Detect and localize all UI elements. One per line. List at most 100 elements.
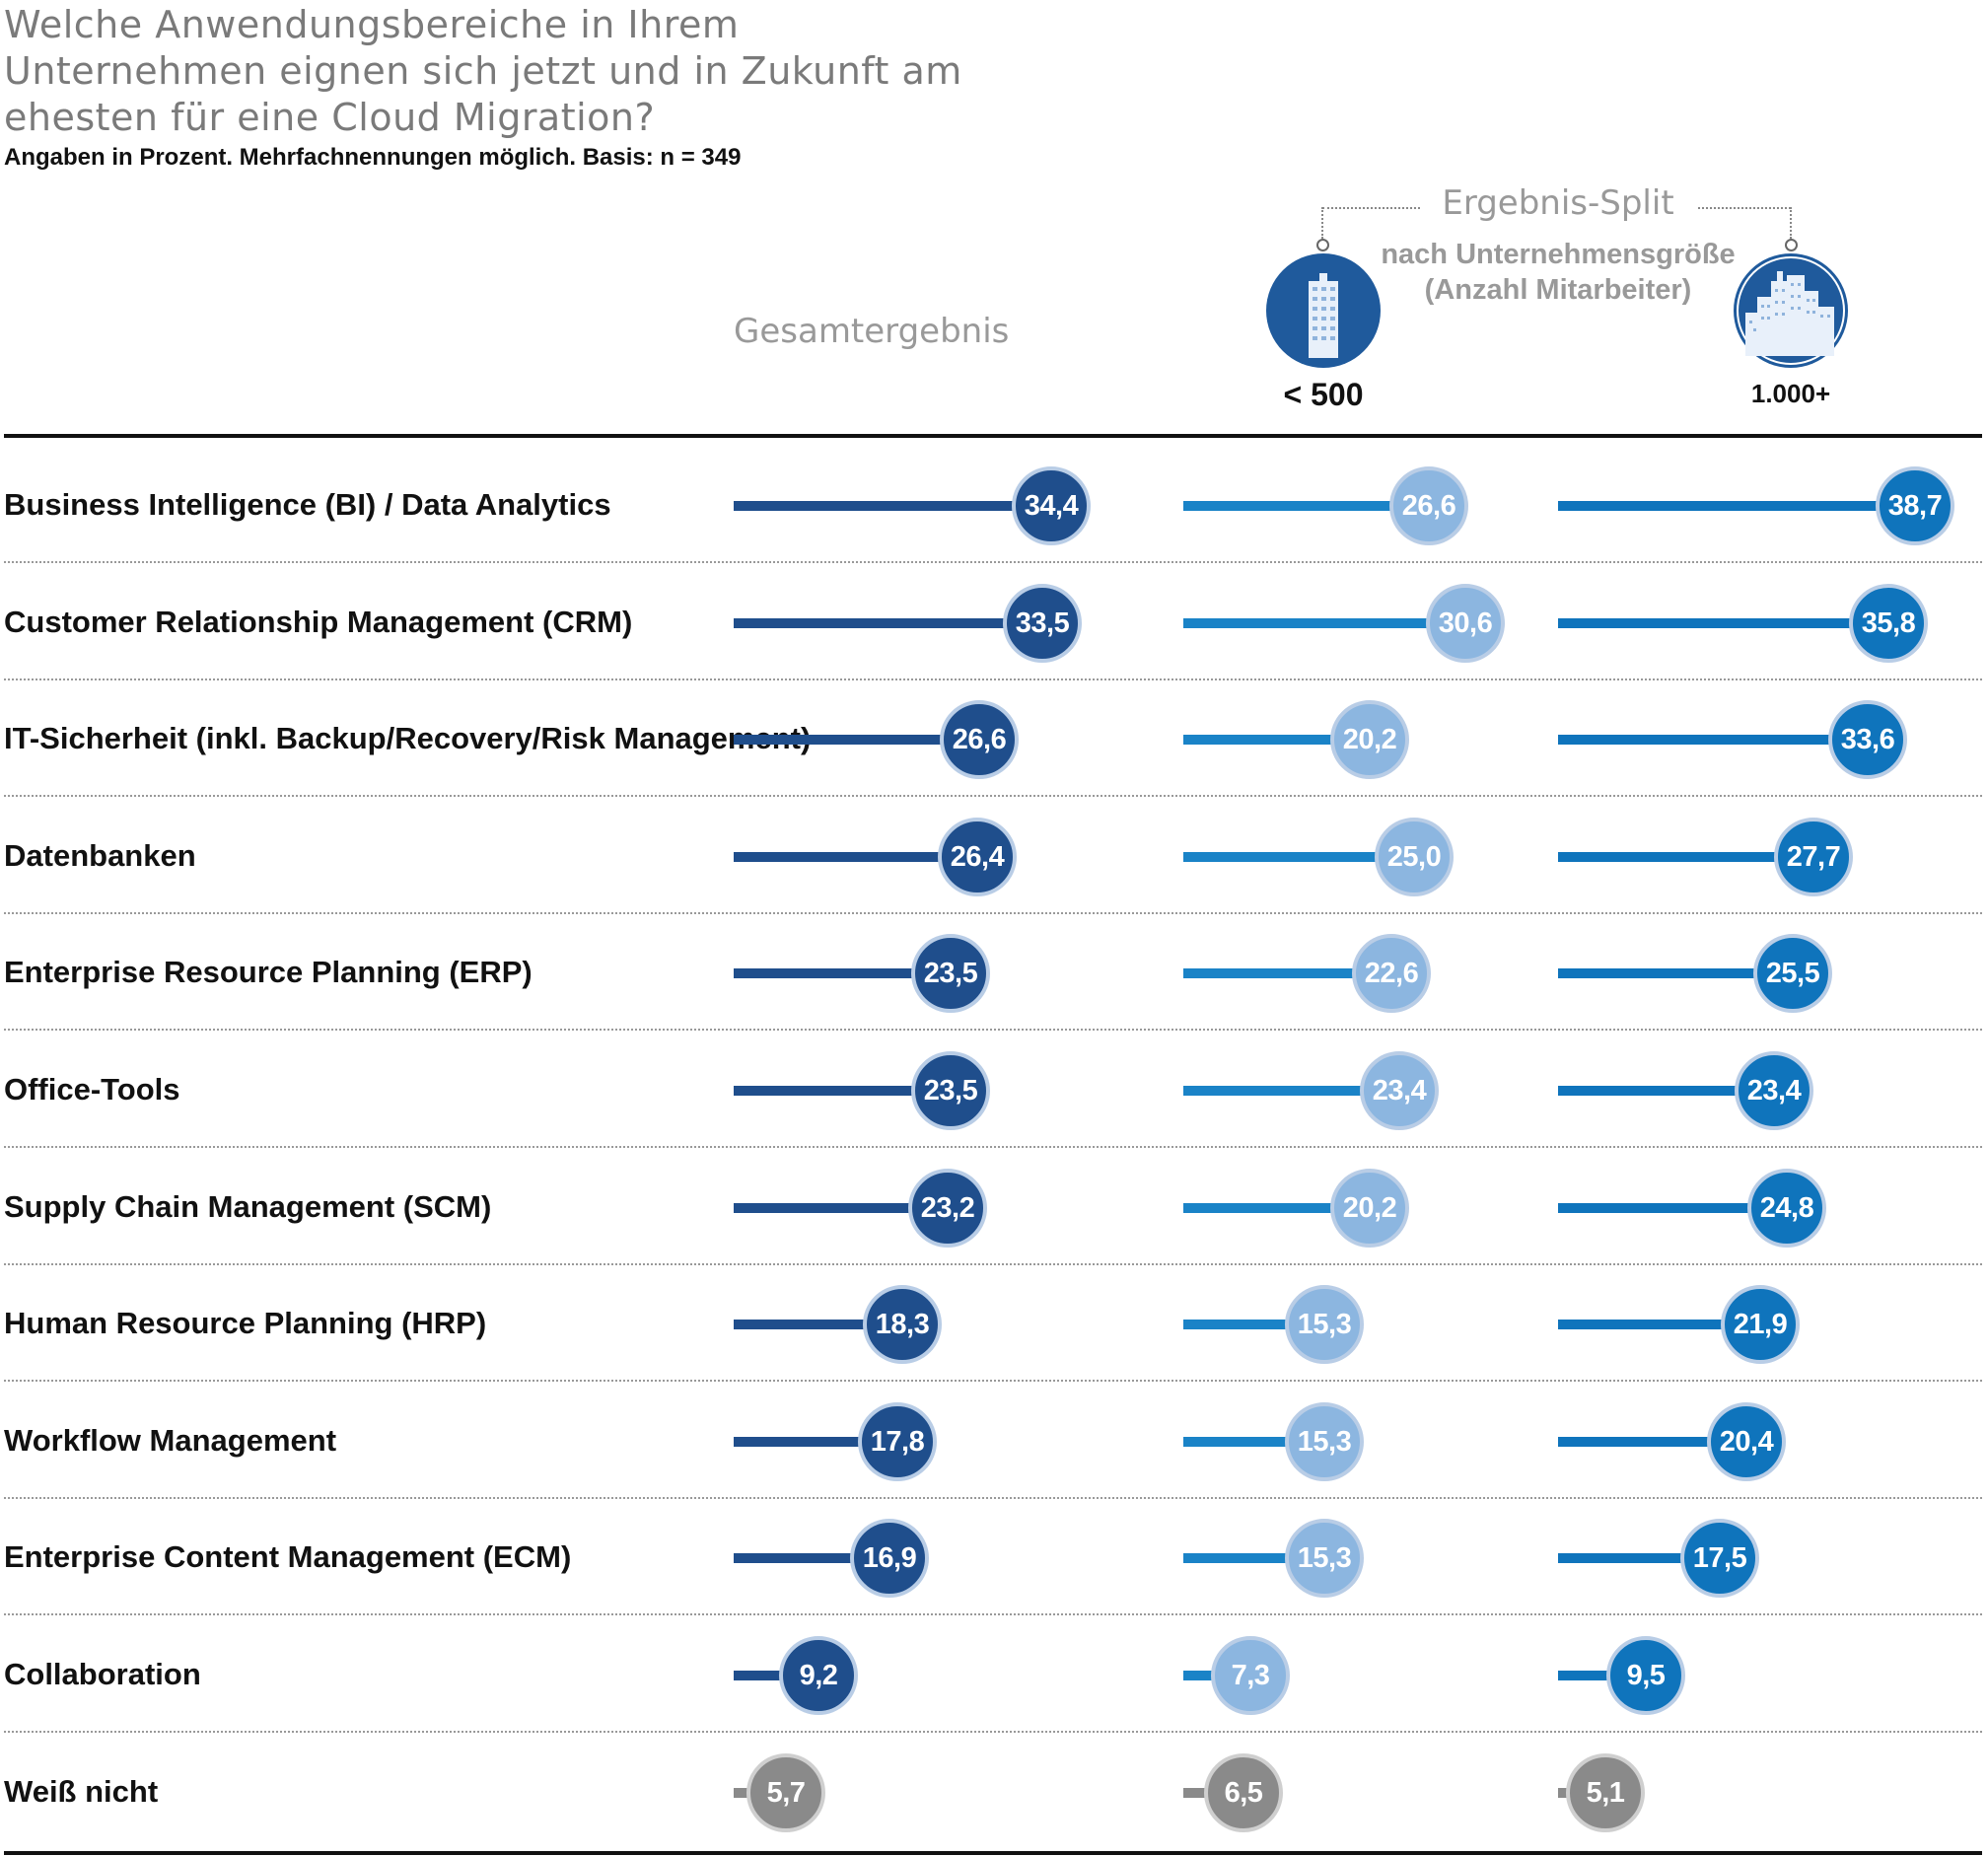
data-label: 9,5 xyxy=(1606,1636,1685,1715)
bar xyxy=(1558,1553,1720,1563)
row-separator xyxy=(4,1613,1982,1615)
data-label: 21,9 xyxy=(1721,1285,1800,1364)
data-label: 18,3 xyxy=(863,1285,942,1364)
column-header-total: Gesamtergebnis xyxy=(734,312,1010,351)
row-separator xyxy=(4,561,1982,563)
category-label: Business Intelligence (BI) / Data Analyt… xyxy=(4,487,611,522)
data-label: 24,8 xyxy=(1747,1169,1826,1248)
data-label: 17,5 xyxy=(1680,1519,1759,1598)
bar xyxy=(734,1320,903,1329)
split-connector-right xyxy=(1790,207,1792,239)
category-label: Datenbanken xyxy=(4,838,196,873)
bar xyxy=(734,1553,889,1563)
data-label: 23,4 xyxy=(1360,1051,1439,1130)
row-separator xyxy=(4,1731,1982,1733)
category-label: Collaboration xyxy=(4,1657,201,1691)
bar xyxy=(734,852,977,862)
bar xyxy=(1558,1203,1787,1213)
bar xyxy=(734,501,1051,511)
table-top-rule xyxy=(4,434,1982,438)
data-label: 5,7 xyxy=(746,1753,825,1832)
bar xyxy=(734,1437,898,1447)
split-subtitle: nach Unternehmensgröße (Anzahl Mitarbeit… xyxy=(1381,237,1736,308)
data-label: 33,6 xyxy=(1828,700,1907,779)
bar xyxy=(1183,1203,1370,1213)
category-label: IT-Sicherheit (inkl. Backup/Recovery/Ris… xyxy=(4,721,812,755)
bar xyxy=(1558,501,1915,511)
bar xyxy=(1558,968,1794,978)
bar xyxy=(1183,1320,1325,1329)
data-label: 26,6 xyxy=(1389,466,1468,545)
row-separator xyxy=(4,912,1982,914)
chart-title: Welche Anwendungsbereiche in Ihrem Unter… xyxy=(4,3,962,139)
bar xyxy=(1183,852,1414,862)
segment-label-large: 1.000+ xyxy=(1750,379,1831,408)
row-separator xyxy=(4,1263,1982,1265)
data-label: 34,4 xyxy=(1012,466,1091,545)
data-label: 20,2 xyxy=(1330,1169,1409,1248)
bar xyxy=(1183,1553,1325,1563)
category-label: Human Resource Planning (HRP) xyxy=(4,1306,487,1340)
bar xyxy=(734,968,951,978)
data-label: 15,3 xyxy=(1285,1285,1364,1364)
category-label: Enterprise Content Management (ECM) xyxy=(4,1539,572,1574)
bar xyxy=(1558,618,1888,628)
split-title: Ergebnis-Split xyxy=(1420,183,1696,223)
split-subtitle-line1: nach Unternehmensgröße xyxy=(1381,239,1736,270)
row-separator xyxy=(4,678,1982,680)
bar xyxy=(1183,501,1429,511)
connector-ring-icon xyxy=(1316,239,1329,251)
data-label: 20,2 xyxy=(1330,700,1409,779)
table-bottom-rule xyxy=(4,1851,1982,1855)
category-label: Weiß nicht xyxy=(4,1774,159,1809)
chart-subtitle: Angaben in Prozent. Mehrfachnennungen mö… xyxy=(4,144,742,171)
data-label: 17,8 xyxy=(858,1402,937,1481)
data-label: 30,6 xyxy=(1426,584,1505,663)
bar xyxy=(734,735,979,745)
data-label: 20,4 xyxy=(1707,1402,1786,1481)
data-label: 6,5 xyxy=(1204,1753,1283,1832)
data-label: 9,2 xyxy=(779,1636,858,1715)
bar xyxy=(1183,735,1370,745)
data-label: 26,6 xyxy=(940,700,1019,779)
data-label: 33,5 xyxy=(1003,584,1082,663)
data-label: 23,4 xyxy=(1735,1051,1813,1130)
bar xyxy=(1183,618,1466,628)
category-label: Enterprise Resource Planning (ERP) xyxy=(4,955,532,989)
bar xyxy=(734,1086,951,1096)
data-label: 35,8 xyxy=(1849,584,1928,663)
split-subtitle-line2: (Anzahl Mitarbeiter) xyxy=(1424,274,1692,306)
row-separator xyxy=(4,1380,1982,1382)
data-label: 16,9 xyxy=(850,1519,929,1598)
data-label: 26,4 xyxy=(938,818,1017,896)
row-separator xyxy=(4,1146,1982,1148)
small-company-building-icon xyxy=(1266,253,1381,368)
data-label: 15,3 xyxy=(1285,1519,1364,1598)
large-company-skyline-icon xyxy=(1734,253,1848,368)
bar xyxy=(734,1203,948,1213)
data-label: 25,5 xyxy=(1753,934,1832,1013)
data-label: 23,2 xyxy=(908,1169,987,1248)
split-connector-left xyxy=(1321,207,1323,239)
connector-ring-icon xyxy=(1785,239,1798,251)
bar xyxy=(1183,1086,1399,1096)
row-separator xyxy=(4,795,1982,797)
category-label: Customer Relationship Management (CRM) xyxy=(4,605,633,639)
bar xyxy=(1558,1086,1774,1096)
data-label: 25,0 xyxy=(1375,818,1454,896)
bar xyxy=(1558,1671,1646,1680)
bar xyxy=(1183,968,1392,978)
category-label: Workflow Management xyxy=(4,1423,337,1458)
bar xyxy=(734,1671,819,1680)
data-label: 27,7 xyxy=(1774,818,1853,896)
bar xyxy=(734,618,1043,628)
bar xyxy=(1558,1320,1760,1329)
segment-label-small: < 500 xyxy=(1283,377,1364,412)
data-label: 5,1 xyxy=(1566,1753,1645,1832)
row-separator xyxy=(4,1029,1982,1031)
bar xyxy=(1558,852,1813,862)
data-label: 23,5 xyxy=(911,934,990,1013)
bar xyxy=(1558,1437,1746,1447)
category-label: Office-Tools xyxy=(4,1072,180,1106)
bar xyxy=(1558,735,1869,745)
